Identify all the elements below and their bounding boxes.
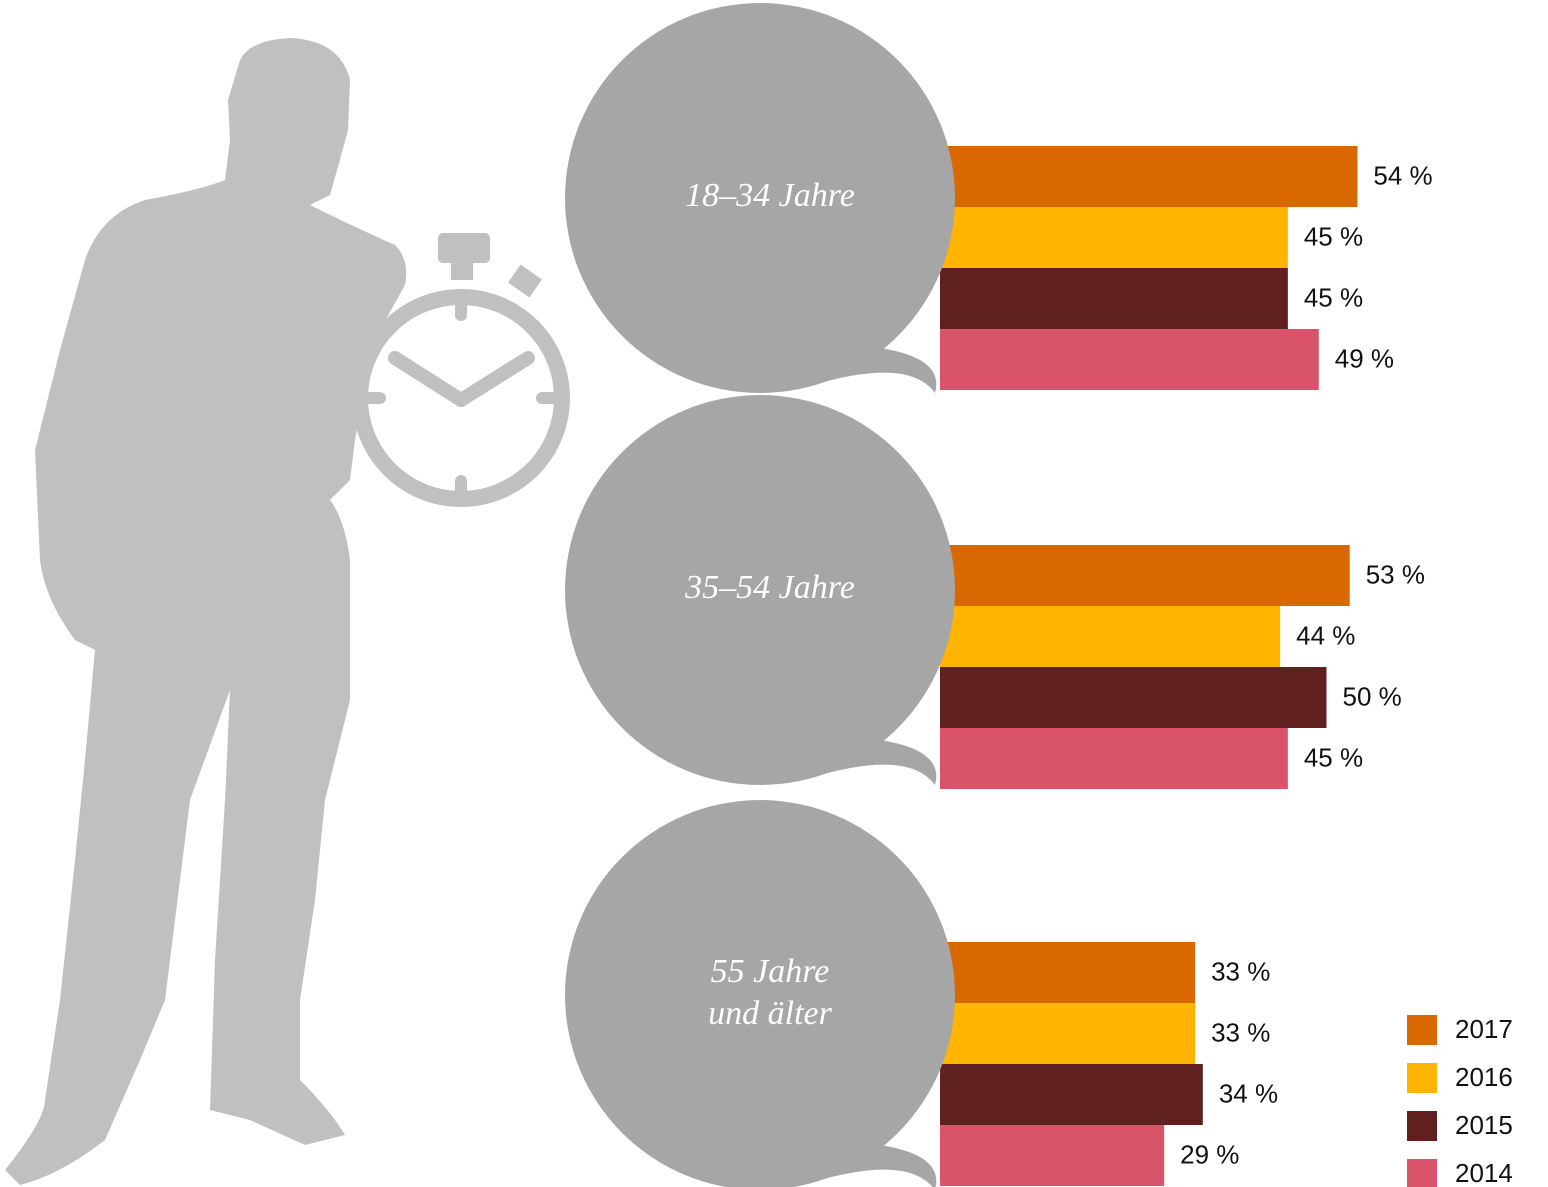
legend-swatch xyxy=(1407,1015,1437,1045)
speech-bubble xyxy=(820,740,937,785)
speech-bubble xyxy=(820,1145,937,1187)
bar xyxy=(940,207,1288,268)
value-label: 34 % xyxy=(1219,1078,1278,1108)
value-label: 29 % xyxy=(1180,1139,1239,1169)
bar xyxy=(940,268,1288,329)
value-label: 33 % xyxy=(1211,956,1270,986)
category-label: 35–54 Jahre xyxy=(684,569,855,606)
bar xyxy=(940,728,1288,789)
value-label: 45 % xyxy=(1304,221,1363,251)
bar xyxy=(940,606,1281,667)
category-label: 55 Jahre xyxy=(711,953,830,990)
legend-swatch xyxy=(1407,1063,1437,1093)
bar xyxy=(940,1064,1203,1125)
bar xyxy=(940,1003,1196,1064)
bar xyxy=(940,1125,1165,1186)
value-label: 54 % xyxy=(1373,160,1432,190)
bar xyxy=(940,545,1350,606)
bar xyxy=(940,146,1358,207)
legend-swatch xyxy=(1407,1159,1437,1187)
stopwatch xyxy=(352,233,570,507)
bar xyxy=(940,667,1327,728)
legend-swatch xyxy=(1407,1111,1437,1141)
person-silhouette xyxy=(5,38,407,1185)
legend-label: 2014 xyxy=(1455,1158,1513,1187)
value-label: 45 % xyxy=(1304,742,1363,772)
value-label: 53 % xyxy=(1366,559,1425,589)
value-label: 45 % xyxy=(1304,282,1363,312)
bar xyxy=(940,329,1319,390)
value-label: 44 % xyxy=(1296,620,1355,650)
speech-bubble xyxy=(565,395,955,785)
speech-bubble xyxy=(820,348,937,393)
legend-label: 2015 xyxy=(1455,1110,1513,1140)
legend-label: 2017 xyxy=(1455,1014,1513,1044)
value-label: 50 % xyxy=(1343,681,1402,711)
category-label: und älter xyxy=(708,995,832,1032)
legend-label: 2016 xyxy=(1455,1062,1513,1092)
speech-bubble xyxy=(565,3,955,393)
speech-bubble xyxy=(565,800,955,1187)
value-label: 49 % xyxy=(1335,343,1394,373)
bar xyxy=(940,942,1196,1003)
value-label: 33 % xyxy=(1211,1017,1270,1047)
category-label: 18–34 Jahre xyxy=(685,177,855,214)
